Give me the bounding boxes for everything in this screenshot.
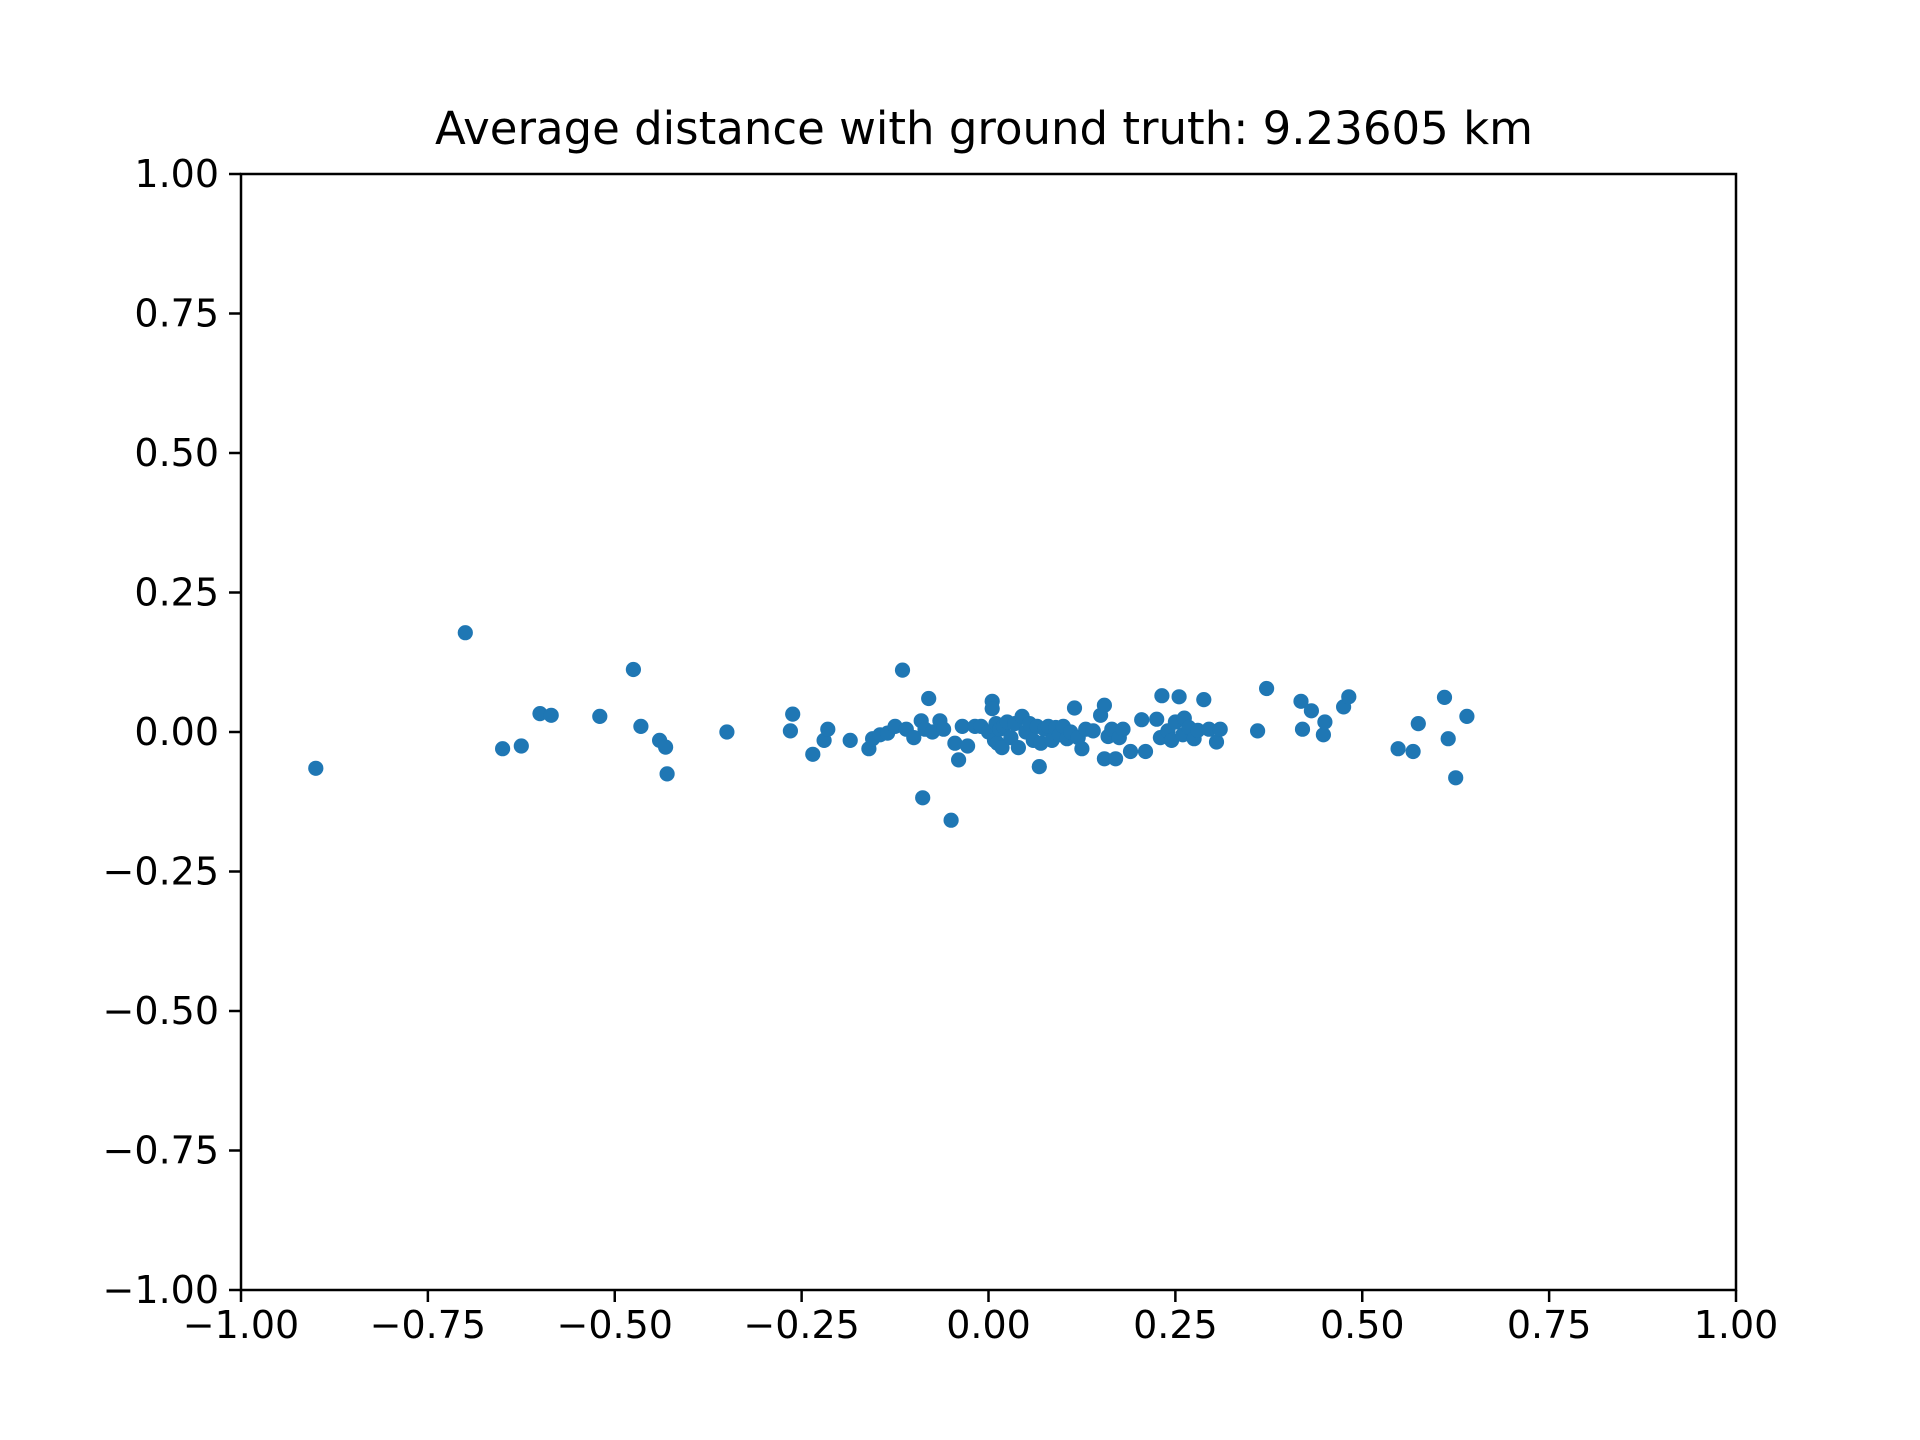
scatter-point	[805, 746, 821, 762]
scatter-point	[1108, 751, 1124, 767]
y-tick-label: −0.25	[103, 850, 219, 894]
scatter-point	[495, 741, 511, 757]
scatter-point	[1440, 731, 1456, 747]
x-tick-label: 0.50	[1320, 1303, 1405, 1347]
points-layer	[308, 625, 1475, 828]
scatter-point	[785, 706, 801, 722]
scatter-point	[1293, 693, 1309, 709]
scatter-point	[1448, 770, 1464, 786]
scatter-point	[1436, 689, 1453, 706]
scatter-point	[532, 706, 548, 722]
scatter-point	[1315, 727, 1331, 743]
x-tick-label: 0.75	[1507, 1303, 1592, 1347]
scatter-point	[1154, 688, 1170, 704]
y-tick-label: −0.50	[103, 989, 219, 1033]
scatter-point	[1405, 743, 1421, 760]
scatter-point	[1171, 689, 1187, 705]
scatter-point	[1115, 721, 1131, 737]
scatter-point	[960, 738, 976, 754]
scatter-point	[1010, 740, 1026, 756]
x-tick-label: −0.50	[557, 1303, 673, 1347]
scatter-point	[513, 738, 529, 754]
scatter-point	[719, 724, 735, 740]
scatter-point	[633, 718, 649, 735]
scatter-point	[906, 730, 922, 746]
x-tick-label: −0.25	[743, 1303, 859, 1347]
scatter-point	[659, 766, 675, 782]
scatter-point	[994, 740, 1010, 756]
scatter-point	[543, 707, 559, 723]
scatter-point	[947, 735, 963, 751]
scatter-point	[954, 718, 970, 735]
scatter-point	[1074, 741, 1090, 757]
scatter-point	[1096, 751, 1112, 767]
axes-layer: −1.00 −0.75 −0.50 −0.25 0.00 0.25 0.50 0.75 1.00…	[103, 152, 1779, 1347]
scatter-point	[592, 708, 608, 725]
scatter-point	[782, 723, 799, 739]
scatter-point	[1137, 743, 1154, 760]
y-tick-label: 0.25	[134, 571, 219, 615]
y-tick-label: −1.00	[103, 1268, 219, 1312]
scatter-point	[951, 752, 967, 768]
scatter-point	[1122, 743, 1139, 760]
scatter-point	[1066, 700, 1083, 716]
scatter-point	[1410, 716, 1426, 732]
scatter-point	[1190, 722, 1206, 738]
scatter-point	[1459, 708, 1475, 725]
scatter-point	[625, 661, 642, 678]
scatter-point	[1250, 723, 1266, 739]
scatter-point	[1390, 741, 1406, 757]
chart-title: Average distance with ground truth: 9.23…	[435, 102, 1533, 155]
scatter-point	[1212, 721, 1228, 737]
scatter-point	[308, 760, 324, 776]
x-tick-label: 0.25	[1133, 1303, 1218, 1347]
x-tick-label: −1.00	[183, 1303, 299, 1347]
scatter-point	[658, 739, 674, 755]
y-tick-label: 0.50	[134, 431, 219, 475]
scatter-point	[842, 732, 858, 749]
scatter-point	[936, 721, 952, 737]
scatter-point	[1303, 703, 1319, 719]
scatter-point	[820, 721, 836, 737]
x-tick-label: 1.00	[1694, 1303, 1779, 1347]
x-tick-label: −0.75	[370, 1303, 486, 1347]
scatter-point	[1208, 734, 1225, 750]
scatter-point	[1164, 732, 1180, 749]
scatter-point	[1085, 723, 1101, 739]
scatter-point	[1031, 759, 1047, 775]
scatter-point	[943, 812, 959, 828]
y-tick-label: −0.75	[103, 1129, 219, 1173]
scatter-point	[1341, 689, 1357, 705]
y-tick-label: 0.00	[134, 710, 219, 754]
scatter-point	[921, 690, 937, 707]
scatter-point	[894, 662, 911, 678]
scatter-point	[1096, 697, 1112, 713]
x-tick-label: 0.00	[946, 1303, 1031, 1347]
scatter-point	[1196, 692, 1212, 708]
y-tick-label: 1.00	[134, 152, 219, 196]
scatter-point	[915, 790, 931, 806]
scatter-point	[1201, 721, 1217, 737]
scatter-point	[1294, 721, 1311, 737]
scatter-point	[1149, 711, 1165, 727]
scatter-point	[984, 701, 1000, 717]
scatter-point	[1134, 712, 1150, 728]
scatter-point	[457, 625, 473, 641]
scatter-point	[1317, 714, 1333, 730]
scatter-point	[1259, 680, 1275, 697]
y-tick-label: 0.75	[134, 292, 219, 336]
